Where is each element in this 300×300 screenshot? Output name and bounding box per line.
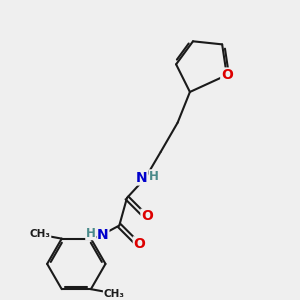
Text: CH₃: CH₃ — [103, 289, 124, 299]
Text: H: H — [86, 227, 96, 240]
Text: H: H — [149, 170, 159, 183]
Text: CH₃: CH₃ — [30, 229, 51, 239]
Text: O: O — [141, 209, 153, 223]
Text: O: O — [221, 68, 233, 82]
Text: N: N — [97, 228, 109, 242]
Text: O: O — [133, 237, 145, 251]
Text: N: N — [136, 171, 148, 185]
